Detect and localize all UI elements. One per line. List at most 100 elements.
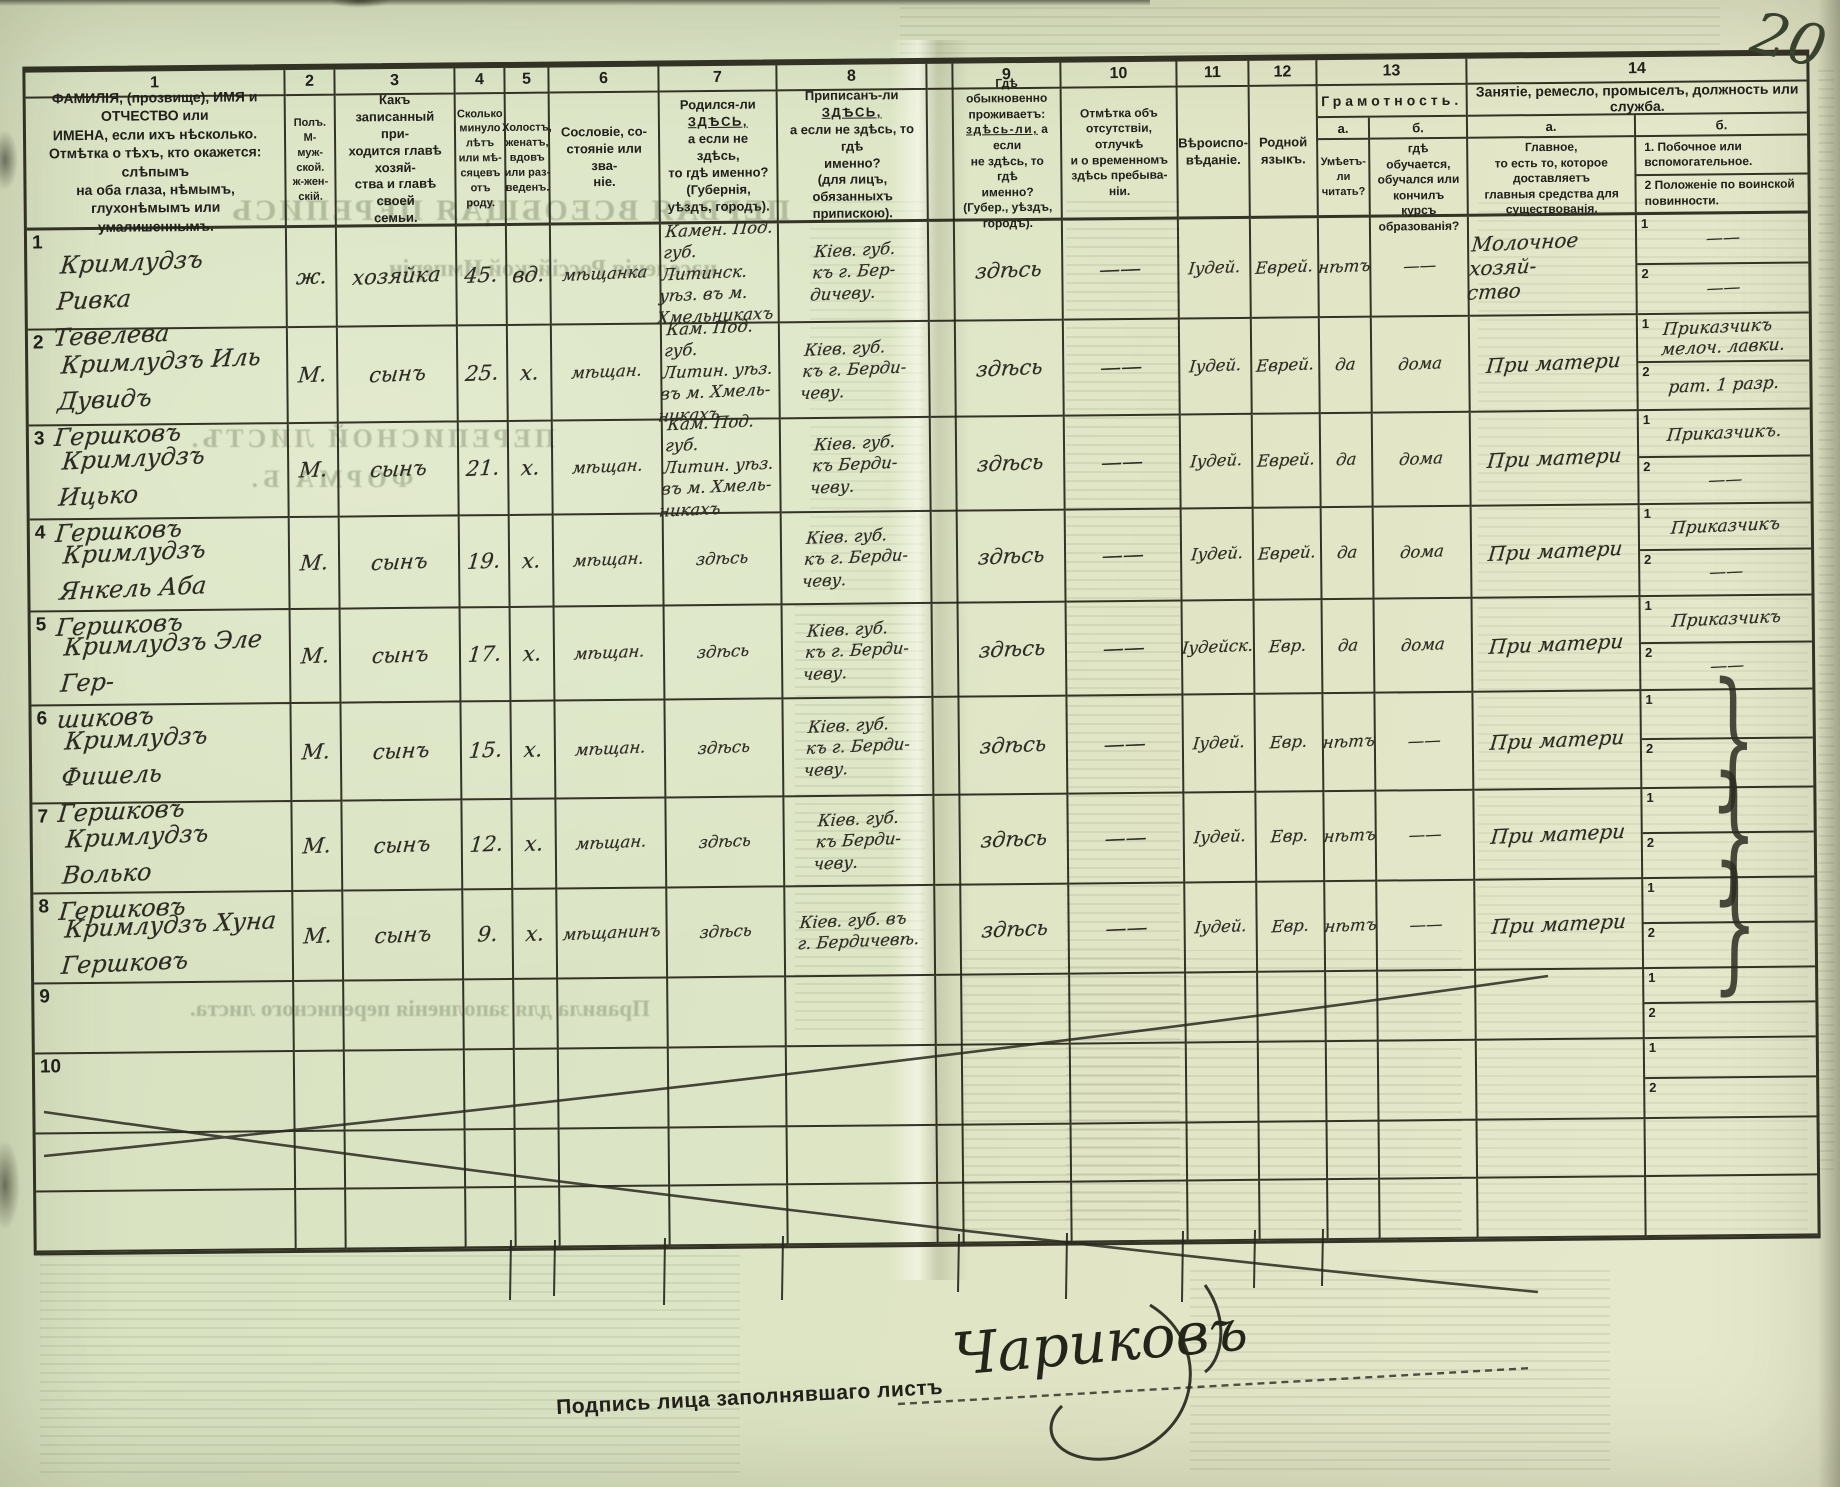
cell-estate: мѣщан. [553, 514, 665, 608]
sub-number-1: 1 [1642, 411, 1651, 428]
cell-occupation-main [1476, 969, 1645, 1041]
registration-value: Кіев. губ. къ г. Берди- чеву. [802, 618, 910, 684]
cell-education: —— [1370, 216, 1470, 318]
sub-number-2: 2 [1647, 924, 1656, 941]
sex-value: М. [301, 833, 333, 859]
cell-literacy: да [1319, 317, 1373, 415]
military-status-value: —— [1707, 561, 1744, 584]
cell-registration: Кіев. губ. къ г. Берди- чеву. [783, 697, 935, 798]
cell-literacy [1327, 1121, 1381, 1181]
residence-value: здѣсь [978, 731, 1048, 759]
education-value: дома [1400, 634, 1446, 656]
estate-value: мѣщанинъ [561, 921, 662, 945]
cell-residence [960, 1044, 1072, 1126]
cell-residence [960, 974, 1071, 1046]
registration-value: Кіев. губ. къ г. Берди- чеву. [802, 713, 911, 780]
age-value: 45. [463, 262, 500, 289]
cell-registration: Кіев. губ. къ г. Берди- чеву. [779, 321, 931, 420]
military-status-value: —— [1706, 468, 1743, 491]
cell-relation: сынъ [340, 608, 462, 704]
cell-sex [296, 1189, 347, 1251]
cell-literacy [1326, 1041, 1380, 1123]
col-6-header: Сословіе, со- стояніе или зва- ніе. [549, 92, 661, 226]
occupation-secondary-box: 1 Приказчикъ. [1638, 409, 1811, 459]
col-14a-label: а. [1467, 115, 1635, 139]
col-13b-label: б. [1369, 116, 1467, 140]
cell-literacy [1328, 1179, 1381, 1241]
cell-marital: х. [512, 799, 558, 890]
col-11-number: 11 [1177, 60, 1250, 88]
cell-literacy: да [1321, 507, 1375, 601]
fold-gutter [938, 1183, 965, 1244]
occupation-secondary-value: Приказчикъ. [1666, 420, 1783, 446]
cell-occupation-main [1478, 1177, 1647, 1239]
occupation-secondary-box: 1 [1644, 1037, 1817, 1080]
cell-relation: сынъ [341, 702, 463, 802]
occupation-secondary-box: 1 Приказчикъ [1639, 503, 1812, 552]
education-value: дома [1399, 541, 1445, 563]
cell-estate: мѣщан. [554, 606, 666, 702]
col-14a: а. Главное, то есть то, которое доставля… [1467, 115, 1637, 217]
literacy-value: нѣтъ [1321, 730, 1376, 753]
cell-name [36, 1190, 297, 1253]
cell-occupation-side [1646, 1175, 1818, 1238]
age-value: 19. [466, 548, 502, 575]
cell-marital: вд. [506, 225, 552, 326]
cell-residence: здѣсь [959, 884, 1071, 976]
col-14b: б. 1. Побочное или вспомогательное. 2 По… [1635, 113, 1808, 212]
cell-education [1380, 1178, 1479, 1240]
col-14b-secondary-text: 1. Побочное или вспомогательное. [1636, 135, 1808, 176]
cell-registration: Кіев. губ. къ г. Бер- дичеву. [778, 221, 930, 324]
occupation-main-value: При матери [1488, 724, 1626, 755]
estate-value: мѣщан. [572, 641, 646, 664]
cell-marital: х. [509, 515, 555, 608]
occupation-secondary-value: —— [1704, 227, 1741, 250]
cell-age: 25. [457, 325, 509, 423]
literacy-value: нѣтъ [1322, 824, 1377, 847]
col-2-header: Полъ. М-муж- ской. ж-жен- скій. [285, 95, 337, 229]
sex-value: М. [299, 643, 331, 669]
col-7-header-rest: а если не здѣсь, то гдѣ именно? (Губерні… [667, 130, 770, 215]
relation-value: сынъ [369, 548, 429, 576]
military-status-box: 2 —— [1639, 456, 1810, 503]
birthplace-value: здѣсь [695, 547, 750, 570]
cell-absence: —— [1062, 219, 1180, 321]
occupation-main-value: При матери [1489, 818, 1627, 849]
cell-registration: Кіев. губ. къ г. Берди- чеву. [782, 603, 934, 700]
col-13-number: 13 [1317, 58, 1468, 87]
cell-marital [514, 1049, 560, 1130]
cell-registration: Кіев. губ. къ Берди- чеву. [784, 795, 936, 888]
language-value: Еврей. [1256, 449, 1316, 472]
occupation-secondary-value: Приказчикъ [1670, 606, 1782, 632]
cell-sex: М. [287, 327, 339, 425]
cell-occupation-main [1476, 1039, 1646, 1121]
cell-name: 7 Кримлудзъ Волько Гершковъ [32, 802, 294, 926]
estate-value: мѣщанка [561, 262, 649, 286]
language-value: Евр. [1271, 915, 1311, 937]
cell-birthplace [668, 977, 787, 1049]
cell-occupation-side: 1 Приказчикъ 2 —— [1639, 503, 1812, 598]
military-status-box: 2 [1645, 1077, 1816, 1117]
cell-absence: —— [1066, 601, 1184, 697]
military-status-box [1646, 1145, 1817, 1175]
bleedthrough-texture [900, 6, 1720, 54]
cell-marital [515, 1129, 561, 1188]
cell-estate [560, 1186, 671, 1248]
cell-religion: Іудей. [1180, 414, 1254, 510]
estate-value: мѣщан. [570, 360, 643, 383]
religion-value: Іудей. [1193, 916, 1248, 938]
relation-value: сынъ [372, 831, 432, 859]
cell-absence [1071, 1123, 1189, 1183]
occupation-main-value: Молочное хозяй- ство [1465, 227, 1580, 305]
cell-absence: —— [1069, 883, 1187, 975]
cell-language [1258, 1042, 1328, 1123]
sub-number-1: 1 [1641, 316, 1650, 332]
language-value: Евр. [1270, 825, 1310, 847]
cell-religion [1187, 1122, 1261, 1182]
sub-number-2: 2 [1644, 551, 1652, 568]
cell-sex: М. [290, 609, 342, 705]
sub-number-1: 1 [1643, 505, 1652, 522]
cell-estate: мѣщан. [552, 420, 664, 516]
birthplace-value: Кам. Под. губ. Литин. уѣз. въ м. Хмель- … [658, 411, 775, 521]
education-value: —— [1407, 824, 1443, 846]
